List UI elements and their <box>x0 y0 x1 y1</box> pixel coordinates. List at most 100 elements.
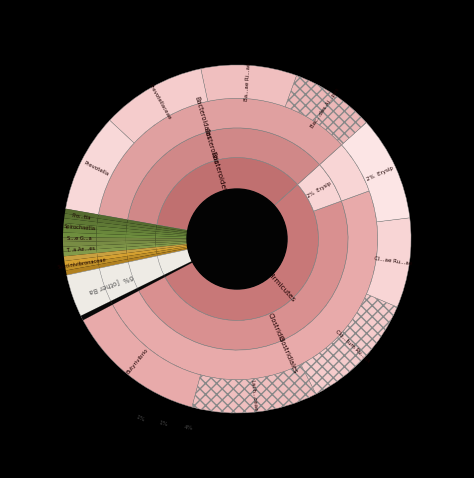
Wedge shape <box>99 259 128 268</box>
Text: Clo...tum Ru...us: Clo...tum Ru...us <box>334 329 370 364</box>
Wedge shape <box>127 223 156 229</box>
Wedge shape <box>156 229 187 234</box>
Wedge shape <box>155 240 187 243</box>
Wedge shape <box>301 294 397 394</box>
Wedge shape <box>155 234 187 237</box>
Wedge shape <box>98 256 128 264</box>
Wedge shape <box>342 122 410 222</box>
Wedge shape <box>96 241 126 245</box>
Text: Clostridia: Clostridia <box>266 312 284 343</box>
Wedge shape <box>81 301 112 320</box>
Wedge shape <box>298 164 341 211</box>
Wedge shape <box>109 69 208 143</box>
Wedge shape <box>65 209 99 218</box>
Wedge shape <box>66 264 100 275</box>
Wedge shape <box>82 303 201 407</box>
Wedge shape <box>63 245 97 251</box>
Wedge shape <box>127 250 156 256</box>
Text: Bac...des Ai...pes: Bac...des Ai...pes <box>310 87 340 130</box>
Wedge shape <box>65 261 99 271</box>
Text: 1%: 1% <box>158 421 168 428</box>
Wedge shape <box>65 120 134 215</box>
Wedge shape <box>99 98 342 220</box>
Wedge shape <box>97 218 127 226</box>
Wedge shape <box>64 253 98 261</box>
Text: Succinivibronaceae: Succinivibronaceae <box>57 257 107 270</box>
Text: Prevotella: Prevotella <box>83 161 109 177</box>
Text: 2%  Erysip: 2% Erysip <box>366 165 394 182</box>
Wedge shape <box>98 253 127 261</box>
Wedge shape <box>111 288 139 304</box>
Wedge shape <box>63 232 96 238</box>
Wedge shape <box>192 364 316 413</box>
Wedge shape <box>128 128 319 225</box>
Text: Spirochaetia: Spirochaetia <box>64 224 96 232</box>
Wedge shape <box>97 226 127 232</box>
Text: Bacteroidetes: Bacteroidetes <box>209 151 228 201</box>
Wedge shape <box>64 223 97 230</box>
Text: T...a Ae...es: T...a Ae...es <box>65 247 95 253</box>
Text: Butyrivibrio: Butyrivibrio <box>126 348 150 375</box>
Wedge shape <box>64 257 98 266</box>
Wedge shape <box>64 214 98 222</box>
Text: 2%  Erysip: 2% Erysip <box>307 180 332 198</box>
Wedge shape <box>156 245 188 251</box>
Wedge shape <box>164 261 193 277</box>
Wedge shape <box>126 243 156 247</box>
Wedge shape <box>126 238 155 241</box>
Wedge shape <box>127 226 156 231</box>
Wedge shape <box>156 247 188 254</box>
Wedge shape <box>366 218 411 307</box>
Wedge shape <box>155 231 187 236</box>
Wedge shape <box>155 236 187 239</box>
Wedge shape <box>157 250 192 276</box>
Wedge shape <box>63 241 96 247</box>
Text: Prevotellaceae: Prevotellaceae <box>147 83 172 121</box>
Text: Bacteroidia: Bacteroidia <box>202 128 219 165</box>
Wedge shape <box>155 238 187 240</box>
Wedge shape <box>127 251 157 259</box>
Circle shape <box>187 189 287 289</box>
Wedge shape <box>138 201 348 350</box>
Wedge shape <box>156 227 188 233</box>
Text: Cl...ae Ru...ae: Cl...ae Ru...ae <box>374 256 412 266</box>
Wedge shape <box>137 275 165 291</box>
Wedge shape <box>127 220 157 227</box>
Text: Ba...ae Ri...ae: Ba...ae Ri...ae <box>244 63 252 101</box>
Wedge shape <box>156 244 187 250</box>
Wedge shape <box>98 215 128 223</box>
Wedge shape <box>96 244 126 249</box>
Text: Clostridiales: Clostridiales <box>276 335 298 374</box>
Wedge shape <box>128 254 157 262</box>
Wedge shape <box>111 191 378 380</box>
Wedge shape <box>67 268 111 318</box>
Wedge shape <box>96 238 126 241</box>
Wedge shape <box>97 222 127 229</box>
Wedge shape <box>126 240 155 244</box>
Wedge shape <box>126 245 156 250</box>
Wedge shape <box>126 235 155 238</box>
Wedge shape <box>201 65 297 107</box>
Wedge shape <box>96 234 126 238</box>
Wedge shape <box>156 243 187 247</box>
Wedge shape <box>64 218 97 226</box>
Wedge shape <box>157 158 298 230</box>
Wedge shape <box>100 262 138 303</box>
Text: 4%: 4% <box>184 425 194 431</box>
Wedge shape <box>126 229 156 234</box>
Wedge shape <box>128 256 164 290</box>
Wedge shape <box>96 230 126 235</box>
Wedge shape <box>319 145 369 201</box>
Text: 1%: 1% <box>136 414 146 423</box>
Wedge shape <box>63 228 97 234</box>
Wedge shape <box>285 76 366 145</box>
Text: Firmicutes: Firmicutes <box>266 272 296 303</box>
Wedge shape <box>156 225 188 232</box>
Wedge shape <box>127 247 156 253</box>
Wedge shape <box>155 241 187 245</box>
Text: S...e G...a: S...e G...a <box>67 237 92 241</box>
Wedge shape <box>64 249 97 256</box>
Wedge shape <box>63 237 96 242</box>
Wedge shape <box>157 248 188 256</box>
Text: Lach...ceae: Lach...ceae <box>249 380 257 412</box>
